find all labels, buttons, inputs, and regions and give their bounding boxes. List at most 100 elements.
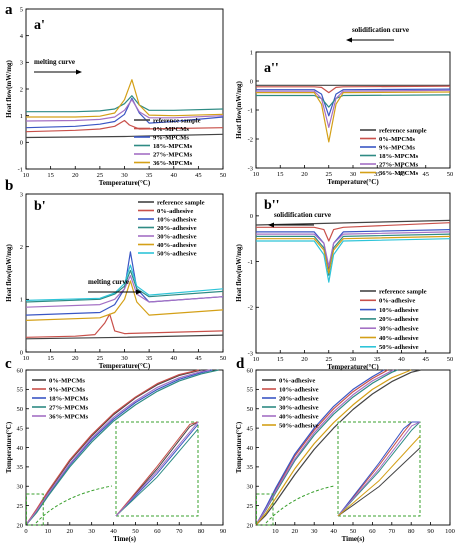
legend-label: 0%-adhesive <box>157 208 193 215</box>
inset-series-line-4 <box>337 421 421 517</box>
legend-label: 27%-MPCMs <box>153 151 193 158</box>
y-tick-label: 60 <box>17 367 24 374</box>
x-tick-label: 15 <box>277 171 284 178</box>
arrow-head <box>136 289 142 295</box>
legend-label: 50%-adhesive <box>157 250 197 257</box>
series-line-5 <box>26 79 224 118</box>
panel-letter: b <box>5 178 13 194</box>
x-tick-label: 10 <box>272 528 279 535</box>
legend-label: 40%-adhesive <box>279 413 319 420</box>
y-tick-label: 25 <box>247 503 254 510</box>
legend-label: 18%-MPCMs <box>379 153 419 160</box>
series-line-2 <box>25 251 224 316</box>
x-axis-label: Time(s) <box>342 535 365 543</box>
y-tick-label: 40 <box>247 445 254 452</box>
series-line-5 <box>256 91 451 143</box>
y-tick-label: 45 <box>247 425 254 432</box>
inset-series-line-1 <box>337 421 420 517</box>
y-tick-label: 50 <box>247 406 254 413</box>
y-tick-label: 55 <box>17 387 24 394</box>
annotation: solidification curve <box>346 26 409 43</box>
series-line-0 <box>25 334 224 340</box>
chart-c: 0 10 20 30 40 50 60 70 80 90 20 25 30 35 40 45 50 55 60 Tim… <box>5 356 226 543</box>
inset-series-line-2 <box>337 421 420 517</box>
arrow-head <box>346 37 352 43</box>
x-tick-label: 45 <box>195 172 202 179</box>
y-tick-label: 0 <box>20 349 23 356</box>
y-tick-label: 30 <box>17 484 24 491</box>
y-tick-label: 2 <box>20 244 23 251</box>
series-line-1 <box>25 119 224 133</box>
x-tick-label: 40 <box>398 356 405 363</box>
y-tick-label: 3 <box>20 60 23 67</box>
series-line-2 <box>256 88 451 117</box>
series-line-5 <box>256 235 451 274</box>
series-line-1 <box>25 369 200 526</box>
inset-series-line-5 <box>337 435 421 517</box>
legend-label: 18%-MPCMs <box>49 395 89 402</box>
y-tick-label: 20 <box>17 522 24 529</box>
x-tick-label: 80 <box>408 528 415 535</box>
x-tick-label: 40 <box>398 171 405 178</box>
x-tick-label: 50 <box>132 528 139 535</box>
legend-label: 0%-adhesive <box>279 377 315 384</box>
legend-label: 36%-MPCMs <box>379 170 419 177</box>
x-tick-label: 40 <box>110 528 117 535</box>
x-tick-label: 20 <box>301 171 308 178</box>
inset-series-line-4 <box>115 421 199 517</box>
y-tick-label: -1 <box>248 259 253 266</box>
chart-a2: 10 15 20 25 30 35 40 45 50 -3 -2 -1 0 1 Temperature(°C… <box>235 26 453 186</box>
legend-label: 36%-MPCMs <box>153 160 193 167</box>
x-tick-label: 10 <box>253 356 260 363</box>
y-tick-label: 50 <box>17 406 24 413</box>
inset-connector <box>35 485 113 524</box>
y-tick-label: 1 <box>250 49 253 56</box>
legend-label: 20%-adhesive <box>157 225 197 232</box>
x-tick-label: 15 <box>47 172 54 179</box>
x-tick-label: 10 <box>45 528 52 535</box>
panel-letter: c <box>5 356 12 372</box>
y-axis-label: Temperature(°C) <box>235 421 243 473</box>
series-line-0 <box>255 369 422 526</box>
x-tick-label: 45 <box>195 355 202 362</box>
y-tick-label: 2 <box>20 86 23 93</box>
series-line-4 <box>256 231 451 267</box>
y-tick-label: 35 <box>247 464 254 471</box>
legend-label: 40%-adhesive <box>157 242 197 249</box>
legend-label: 30%-adhesive <box>157 233 197 240</box>
y-tick-label: -3 <box>248 350 253 357</box>
series-line-1 <box>25 313 224 338</box>
x-tick-label: 60 <box>154 528 161 535</box>
y-tick-label: 0 <box>250 78 253 85</box>
y-tick-label: 3 <box>20 191 23 198</box>
panel-sublabel: b' <box>34 199 46 214</box>
x-tick-label: 40 <box>171 355 178 362</box>
series-line-3 <box>256 94 451 108</box>
legend-label: 0%-MPCMs <box>49 377 85 384</box>
series-line-4 <box>255 369 394 526</box>
x-tick-label: 90 <box>220 528 227 535</box>
x-axis-label: Time(s) <box>113 535 136 543</box>
series-line-1 <box>256 85 451 94</box>
series-line-4 <box>25 275 224 308</box>
y-tick-label: 55 <box>247 387 254 394</box>
y-axis-label: Heat flow(mW/mg) <box>5 243 13 301</box>
panel-sublabel: a' <box>34 18 45 33</box>
legend-label: reference sample <box>153 117 201 124</box>
legend-label: reference sample <box>379 288 427 295</box>
legend-label: 50%-adhesive <box>279 422 319 429</box>
y-tick-label: 0 <box>250 213 253 220</box>
x-tick-label: 40 <box>330 528 337 535</box>
legend-label: 50%-adhesive <box>379 344 419 351</box>
legend-label: 0%-MPCMs <box>379 136 415 143</box>
legend-label: 10%-adhesive <box>279 386 319 393</box>
panel-letter: d <box>236 356 245 372</box>
x-tick-label: 70 <box>389 528 396 535</box>
x-tick-label: 50 <box>447 356 454 363</box>
x-tick-label: 30 <box>350 171 357 178</box>
annotation: melting curve <box>34 58 82 75</box>
x-tick-label: 35 <box>374 171 381 178</box>
x-tick-label: 50 <box>220 172 227 179</box>
